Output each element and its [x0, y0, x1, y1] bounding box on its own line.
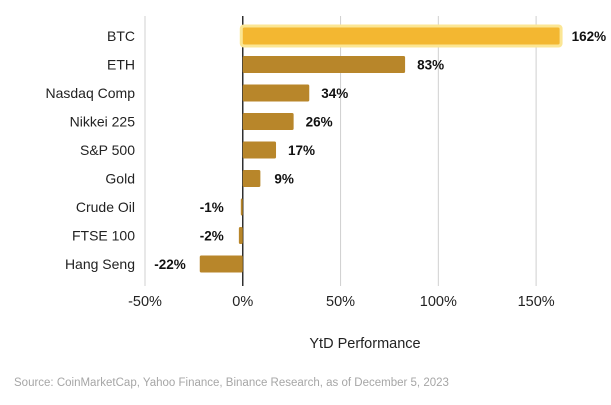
- category-label: Crude Oil: [76, 199, 135, 215]
- data-label: 162%: [572, 29, 607, 44]
- bar: [199, 255, 243, 273]
- category-label: S&P 500: [80, 142, 135, 158]
- bar: [242, 170, 261, 187]
- bar: [242, 27, 560, 45]
- category-label: Gold: [105, 171, 135, 187]
- category-label: ETH: [107, 57, 135, 73]
- bar: [242, 56, 406, 73]
- category-label: FTSE 100: [72, 228, 135, 244]
- x-tick-labels: -50% 0% 50% 100% 150%: [128, 294, 555, 310]
- bar: [238, 227, 243, 244]
- data-label: -2%: [200, 229, 224, 244]
- x-tick-label: 0%: [232, 294, 253, 310]
- bar: [242, 84, 310, 102]
- x-tick-label: 150%: [518, 294, 555, 310]
- x-tick-label: 50%: [326, 294, 355, 310]
- data-label: -1%: [200, 200, 224, 215]
- category-label: Nasdaq Comp: [46, 85, 136, 101]
- data-label: 9%: [274, 172, 294, 187]
- data-label: 34%: [321, 86, 348, 101]
- bar: [240, 198, 243, 216]
- category-labels: BTC ETH Nasdaq Comp Nikkei 225 S&P 500 Gold Cr…: [46, 28, 136, 272]
- category-label: Hang Seng: [65, 256, 135, 272]
- category-label: Nikkei 225: [70, 114, 136, 130]
- x-axis-title: YtD Performance: [309, 336, 420, 352]
- data-label: -22%: [154, 257, 186, 272]
- data-label: 83%: [417, 58, 444, 73]
- data-labels: 162% 83% 34% 26% 17% 9% -1% -2% -22%: [154, 29, 606, 272]
- bars: [199, 24, 563, 273]
- data-label: 26%: [306, 115, 333, 130]
- data-label: 17%: [288, 143, 315, 158]
- x-tick-label: 100%: [420, 294, 457, 310]
- category-label: BTC: [107, 28, 135, 44]
- x-tick-label: -50%: [128, 294, 162, 310]
- bar: [242, 141, 277, 159]
- bar: [242, 113, 294, 130]
- source-note: Source: CoinMarketCap, Yahoo Finance, Bi…: [14, 377, 449, 389]
